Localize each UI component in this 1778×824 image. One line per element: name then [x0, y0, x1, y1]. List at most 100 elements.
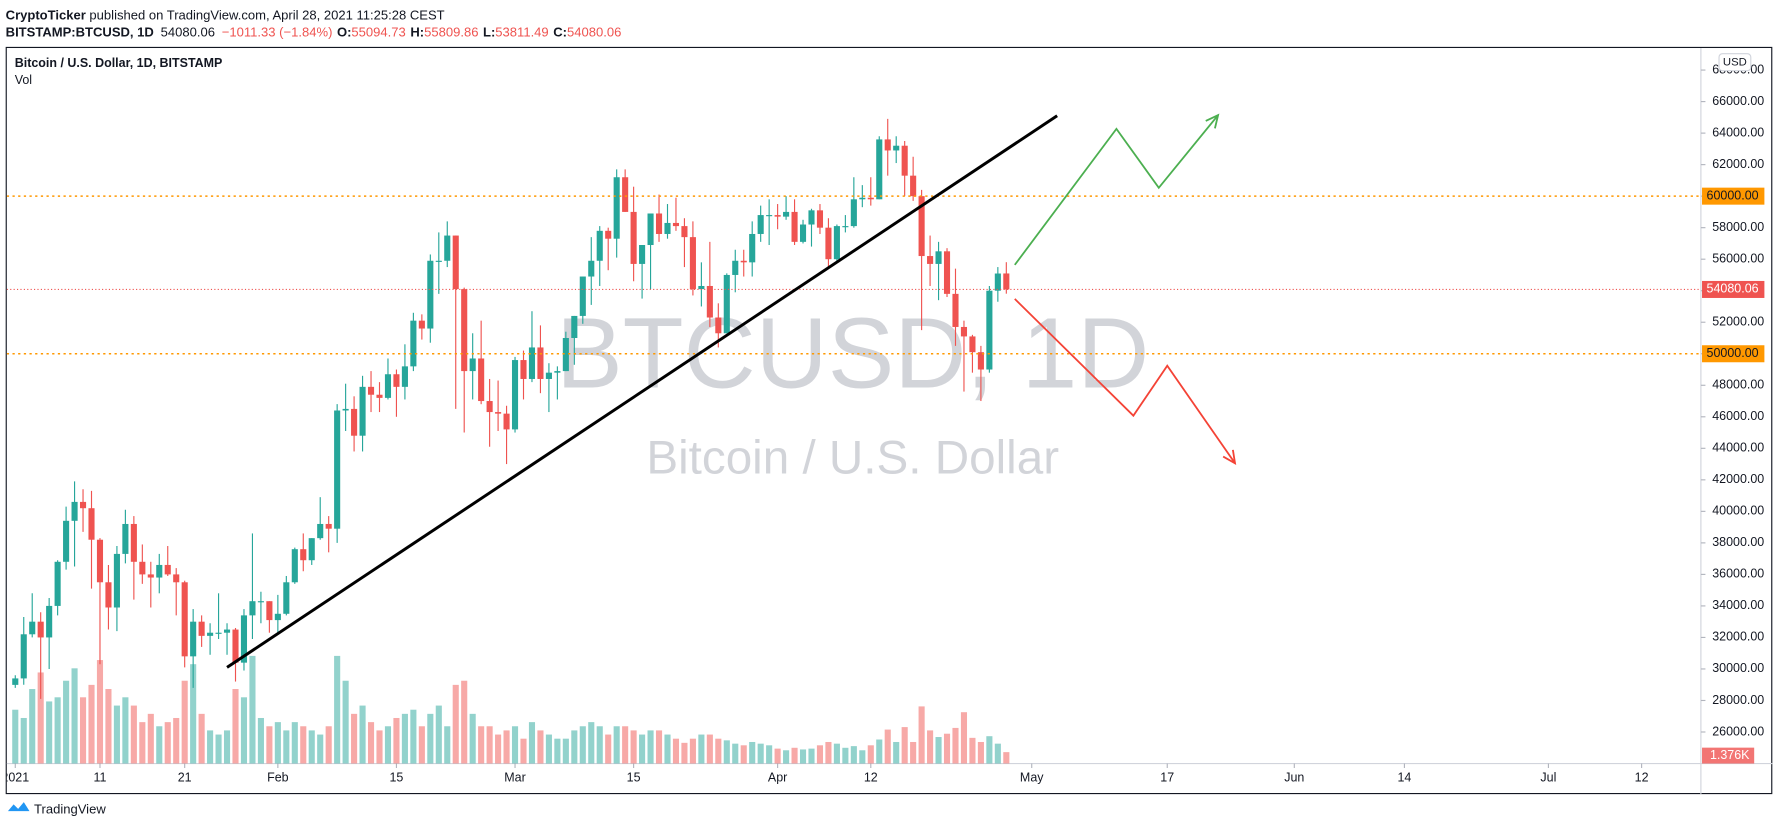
candle-body	[232, 629, 239, 663]
y-tick-label: 34000.00	[1712, 598, 1764, 612]
candle-body	[359, 386, 366, 436]
volume-bar	[418, 726, 425, 764]
ohlc-label: O:	[337, 25, 351, 40]
volume-bar	[647, 730, 654, 764]
volume-bar	[147, 713, 154, 764]
candle-body	[825, 227, 832, 260]
volume-bar	[520, 738, 527, 764]
candle-body	[715, 317, 722, 334]
y-tick-label: 62000.00	[1712, 157, 1764, 171]
candle-body	[732, 260, 739, 275]
currency-box[interactable]	[1718, 53, 1752, 72]
candle-body	[528, 347, 536, 379]
currency[interactable]: USD	[1723, 57, 1747, 69]
y-tick-label: 48000.00	[1712, 378, 1764, 392]
volume-bar	[164, 722, 171, 764]
candle-body	[461, 289, 468, 372]
volume-bar	[867, 745, 874, 764]
volume-bar	[943, 733, 951, 764]
x-tick-label: 15	[390, 771, 404, 785]
volume-bar	[740, 745, 747, 764]
volume-bar	[54, 697, 61, 764]
volume-bar	[71, 668, 78, 764]
volume-bar	[88, 684, 95, 764]
volume-bar	[266, 726, 273, 764]
candle-body	[96, 539, 104, 583]
candle-body	[300, 549, 307, 561]
volume-bar	[367, 722, 375, 764]
volume-bar	[469, 713, 476, 764]
candle-body	[918, 196, 925, 257]
volume-bar	[554, 738, 561, 764]
volume-bar	[435, 705, 442, 764]
volume-bar	[901, 727, 908, 764]
candle-body	[698, 285, 705, 290]
volume-bar	[630, 730, 637, 764]
volume-bar	[173, 717, 180, 764]
candle-body	[367, 386, 375, 395]
volume-bar	[308, 730, 315, 764]
x-tick-label: 21	[178, 771, 192, 785]
candle-body	[943, 251, 951, 294]
candle-body	[969, 336, 976, 353]
volume-bar	[207, 730, 214, 764]
y-tick-label: 36000.00	[1712, 567, 1764, 581]
y-tick-label: 56000.00	[1712, 251, 1764, 265]
volume-bar	[79, 697, 87, 764]
brand-icon	[7, 802, 30, 812]
volume-bar	[681, 742, 688, 764]
candle-body	[511, 360, 519, 430]
candle-body	[571, 315, 578, 338]
volume-bar	[156, 726, 163, 764]
volume-bar	[893, 741, 900, 764]
candle-body	[427, 260, 434, 329]
candle-body	[783, 211, 790, 217]
volume-bar	[884, 729, 891, 764]
volume-bar	[113, 705, 120, 764]
candle-body	[12, 678, 19, 685]
volume-bar	[986, 736, 993, 764]
volume-bar	[588, 722, 595, 764]
candle-body	[791, 211, 798, 242]
volume-bar	[181, 680, 188, 764]
candle-body	[274, 613, 281, 621]
candle-body	[910, 175, 917, 197]
candle-body	[672, 222, 680, 227]
candle-body	[173, 574, 180, 583]
time-axis: 2021 11 21 Feb 15 Mar 15 Apr 12 May 17 Jun 14 Jul 12	[7, 763, 1649, 785]
candle-body	[774, 215, 781, 217]
candle-body	[207, 632, 214, 636]
x-tick-label: Jul	[1540, 771, 1556, 785]
candle-body	[37, 621, 44, 638]
candle-body	[54, 561, 61, 606]
y-tick-label: 42000.00	[1712, 472, 1764, 486]
volume-bar	[359, 705, 366, 764]
candle-body	[384, 374, 392, 398]
volume-bar	[130, 705, 137, 764]
volume-bar	[799, 749, 807, 764]
volume-bar	[240, 697, 248, 764]
drawing-line	[1014, 114, 1219, 266]
x-tick-label: Jun	[1284, 771, 1304, 785]
volume-bar	[766, 745, 773, 764]
volume-bar	[452, 684, 459, 764]
y-tick-label: 64000.00	[1712, 125, 1764, 139]
candle-body	[664, 222, 671, 234]
candle-body	[240, 615, 248, 663]
candle-body	[503, 413, 510, 430]
volume-bar	[274, 722, 281, 764]
volume-bar	[503, 730, 510, 764]
author: CryptoTicker	[6, 8, 86, 23]
candle-body	[994, 273, 1001, 291]
arrow-head	[1222, 449, 1237, 466]
candle-body	[986, 290, 993, 370]
candle-body	[613, 177, 620, 239]
volume-bar	[300, 726, 307, 764]
volume-bar	[808, 748, 815, 764]
symbol: BITSTAMP:BTCUSD, 1D	[6, 25, 154, 40]
candle-body	[740, 260, 747, 263]
candle-body	[156, 564, 163, 578]
volume-bar	[672, 738, 680, 764]
candle-body	[29, 621, 36, 635]
candle-body	[901, 145, 908, 176]
